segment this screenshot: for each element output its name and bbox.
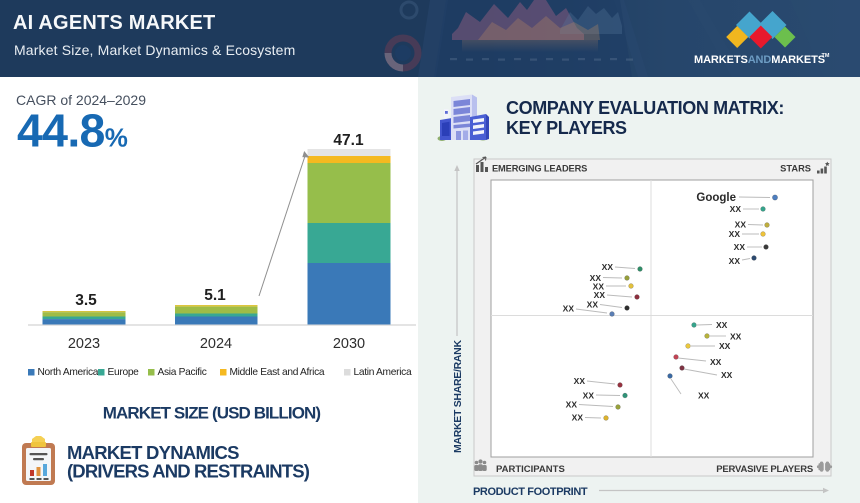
svg-text:XX: XX	[594, 290, 606, 300]
svg-text:STARS: STARS	[780, 164, 811, 174]
svg-text:Europe: Europe	[108, 367, 140, 378]
svg-text:MARKETSANDMARKETS: MARKETSANDMARKETS	[694, 54, 825, 66]
svg-text:XX: XX	[566, 400, 578, 410]
svg-text:Google: Google	[696, 192, 736, 204]
svg-text:XX: XX	[719, 341, 731, 351]
svg-text:XX: XX	[698, 391, 710, 401]
svg-text:XX: XX	[729, 229, 741, 239]
svg-text:North America: North America	[38, 367, 99, 378]
svg-text:XX: XX	[574, 376, 586, 386]
svg-text:XX: XX	[730, 332, 742, 342]
svg-text:XX: XX	[572, 413, 584, 423]
svg-text:MARKET DYNAMICS: MARKET DYNAMICS	[67, 442, 239, 463]
svg-text:2024: 2024	[200, 336, 232, 352]
svg-text:MARKET SIZE (USD BILLION): MARKET SIZE (USD BILLION)	[103, 404, 321, 423]
svg-text:KEY PLAYERS: KEY PLAYERS	[506, 118, 627, 138]
svg-text:XX: XX	[590, 273, 602, 283]
svg-text:EMERGING LEADERS: EMERGING LEADERS	[492, 164, 587, 174]
svg-text:PERVASIVE PLAYERS: PERVASIVE PLAYERS	[716, 464, 813, 475]
svg-text:Middle East and Africa: Middle East and Africa	[230, 367, 325, 378]
svg-text:XX: XX	[734, 242, 746, 252]
svg-text:XX: XX	[710, 357, 722, 367]
svg-text:47.1: 47.1	[333, 132, 364, 149]
svg-text:MARKET SHARE/RANK: MARKET SHARE/RANK	[452, 340, 464, 453]
svg-text:XX: XX	[602, 262, 614, 272]
svg-text:XX: XX	[563, 304, 575, 314]
svg-text:XX: XX	[721, 370, 733, 380]
svg-text:XX: XX	[583, 391, 595, 401]
svg-text:TM: TM	[822, 53, 830, 59]
svg-text:XX: XX	[593, 282, 605, 292]
svg-text:PARTICIPANTS: PARTICIPANTS	[496, 464, 565, 475]
svg-text:XX: XX	[716, 320, 728, 330]
svg-text:44.8%: 44.8%	[17, 105, 128, 157]
svg-text:Latin America: Latin America	[354, 367, 412, 378]
svg-text:PRODUCT FOOTPRINT: PRODUCT FOOTPRINT	[473, 486, 588, 498]
svg-text:3.5: 3.5	[75, 292, 97, 309]
svg-text:COMPANY EVALUATION MATRIX:: COMPANY EVALUATION MATRIX:	[506, 98, 784, 118]
svg-text:2030: 2030	[333, 336, 365, 352]
svg-text:XX: XX	[729, 256, 741, 266]
svg-text:5.1: 5.1	[204, 287, 226, 304]
svg-text:2023: 2023	[68, 336, 100, 352]
svg-text:Asia Pacific: Asia Pacific	[158, 367, 207, 378]
svg-text:XX: XX	[730, 204, 742, 214]
svg-text:XX: XX	[735, 220, 747, 230]
svg-text:XX: XX	[587, 300, 599, 310]
svg-text:CAGR of 2024–2029: CAGR of 2024–2029	[16, 92, 146, 108]
svg-text:(DRIVERS AND RESTRAINTS): (DRIVERS AND RESTRAINTS)	[67, 461, 310, 482]
